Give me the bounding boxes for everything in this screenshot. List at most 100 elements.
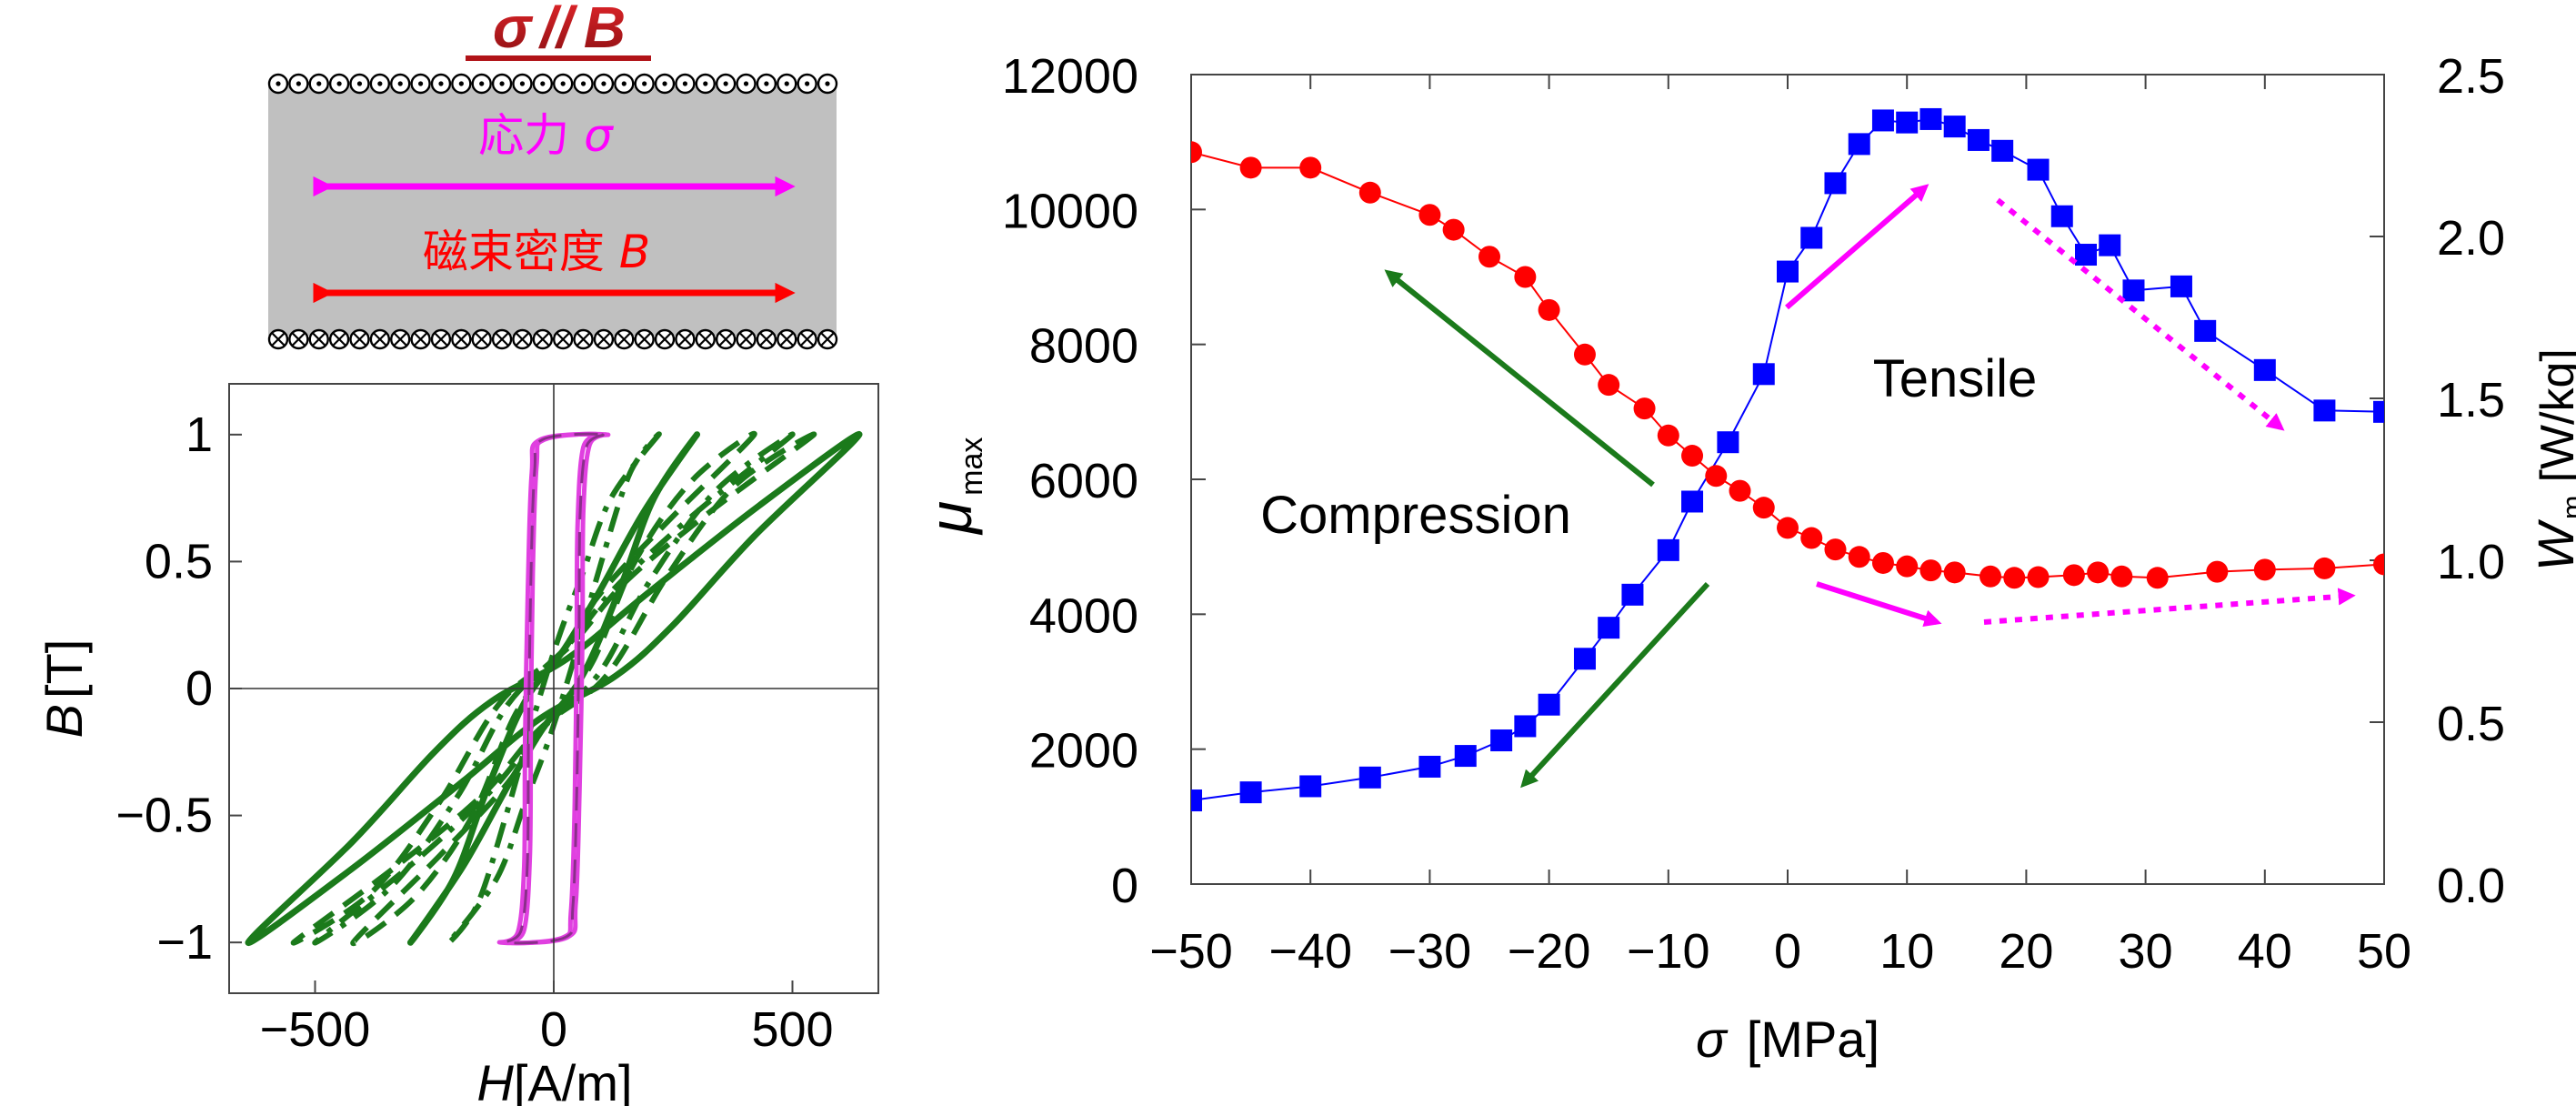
coil-dot-symbol [349,73,370,95]
coil-dot-symbol [308,73,329,95]
wm-data-point [2003,567,2026,589]
bh-y-tick-label: 0.5 [145,534,213,588]
coil-cross-symbol [614,328,635,350]
main-y-tick-label: 2000 [1029,724,1138,779]
mu-data-point [1681,490,1704,513]
mu-data-point [2253,358,2276,381]
main-x-tick-label: 30 [2119,924,2173,979]
wm-data-point [1418,204,1441,226]
mu-data-point [1418,755,1441,778]
coil-dot-symbol [288,73,309,95]
main-y-tick-label: 0 [1111,859,1138,913]
coil-cross-symbol [552,328,574,350]
green-arrow-compression-w [1520,581,1710,789]
coil-dot-symbol [328,73,350,95]
wm-data-point [1777,517,1799,539]
stress-label-group: 応力 σ [478,109,614,162]
coil-cross-symbol [451,328,472,350]
coil-dot-symbol [797,73,817,95]
mu-data-point [1358,766,1381,789]
mu-data-point [1191,789,1202,812]
wm-data-point [1752,497,1775,519]
mu-data-point [1824,172,1847,195]
mu-data-point [1752,363,1775,386]
coil-cross-symbol [736,328,757,350]
wm-data-point [2027,566,2050,588]
coil-dot-symbol [552,73,574,95]
flux-label-group: 磁束密度 B [423,226,650,278]
mu-data-point [1991,139,2014,162]
coil-cross-symbol [777,328,797,350]
mu-data-point [1299,775,1322,798]
coil-dot-symbol [451,73,472,95]
mu-data-point [1538,693,1560,716]
wm-data-point [1800,527,1823,549]
coil-dot-symbol [593,73,615,95]
stress-label: 応力 [478,109,569,162]
coil-cross-symbol [593,328,615,350]
main-y2label-sub: m [2556,495,2576,519]
mu-data-point [1598,617,1620,639]
svg-text:σ//B: σ//B [493,0,626,60]
mu-data-point [2099,234,2121,256]
bh-y-tick-label: 0 [185,661,213,716]
main-ylabel-sub: max [955,437,989,496]
coil-dot-symbol [369,73,391,95]
coil-dot-symbol [777,73,797,95]
green-arrow-compression-mu [1384,269,1655,488]
title-sigma: σ [493,0,534,60]
coil-cross-symbol [512,328,533,350]
main-x-tick-label: −20 [1508,924,1591,979]
main-x-tick-label: −40 [1268,924,1352,979]
bh-y-tick-label: 1 [185,407,213,462]
mu-data-point [2122,279,2145,302]
main-xlabel-unit: [MPa] [1747,1010,1879,1068]
mu-data-point [1490,729,1513,752]
wm-data-point [1824,538,1847,561]
coil-dot-symbol [695,73,716,95]
coil-dot-symbol [532,73,554,95]
wm-data-point [1573,343,1596,366]
mu-data-point [1800,226,1823,249]
bh-ylabel-unit: [T] [35,639,93,699]
coil-dot-symbol [410,73,431,95]
wm-data-point [1358,181,1381,204]
mu-data-point [2050,205,2073,227]
trend-arrows [1384,184,2356,789]
main-y2label-var: W [2527,518,2576,571]
annotation-tensile: Tensile [1873,349,2038,408]
mu-data-point [1777,260,1799,283]
magenta-dotted-arrow-w [1983,588,2356,625]
coil-cross-symbol [267,328,289,350]
coil-cross-symbol [349,328,370,350]
coil-cross-symbol [634,328,655,350]
wm-data-point [1239,156,1262,179]
coil-cross-symbol [308,328,329,350]
mu-data-point [1943,116,1966,138]
main-y2-tick-label: 0.5 [2437,697,2505,751]
bh-loop-8 [503,432,605,945]
main-x-tick-label: −10 [1627,924,1710,979]
stress-symbol: σ [584,109,614,162]
wm-data-point [1442,218,1465,241]
coil-dot-symbol [736,73,757,95]
main-x-tick-label: 0 [1774,924,1801,979]
main-x-tick-label: −50 [1149,924,1233,979]
mu-data-point [1514,715,1537,738]
mu-data-point [1621,583,1644,606]
coil-dot-symbol [675,73,696,95]
coil-dot-symbol [756,73,777,95]
coil-cross-symbol [390,328,411,350]
diagram-title: σ//B [466,0,651,61]
flux-symbol: B [619,226,650,278]
coil-dot-symbol [267,73,289,95]
wm-data-point [2146,567,2169,589]
main-y-tick-label: 8000 [1029,319,1138,374]
wm-data-point [1919,559,1942,582]
wm-data-point [1299,156,1322,179]
bh-loop-2 [290,431,817,946]
mu-data-point [2194,319,2217,342]
wm-data-point [1980,565,2002,588]
coil-dot-symbol [614,73,635,95]
main-x-tick-label: 10 [1879,924,1934,979]
